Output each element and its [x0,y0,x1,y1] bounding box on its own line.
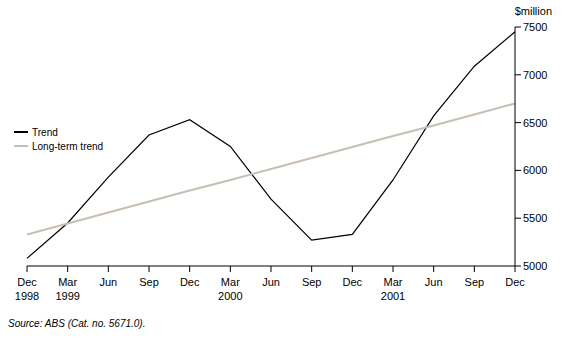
svg-text:Jun: Jun [262,276,280,288]
svg-text:1999: 1999 [55,290,79,302]
svg-text:6000: 6000 [523,164,547,176]
html-text:Source: ABS (Cat. no. 5671.0).: Source: ABS (Cat. no. 5671.0). [8,318,146,329]
svg-text:Dec: Dec [505,276,525,288]
svg-text:7000: 7000 [523,69,547,81]
svg-text:Mar: Mar [384,276,403,288]
svg-text:2001: 2001 [381,290,405,302]
html-text:Trend: Trend [32,126,58,138]
svg-text:Mar: Mar [58,276,77,288]
html-text:Long-term trend: Long-term trend [32,140,104,152]
svg-text:2000: 2000 [218,290,242,302]
svg-text:Jun: Jun [425,276,443,288]
svg-text:5000: 5000 [523,260,547,272]
html-text:$million: $million [514,5,552,17]
svg-text:1998: 1998 [15,290,39,302]
svg-text:Jun: Jun [99,276,117,288]
svg-text:Dec: Dec [180,276,200,288]
svg-text:7500: 7500 [523,21,547,33]
svg-text:Mar: Mar [221,276,240,288]
svg-text:Sep: Sep [139,276,159,288]
svg-text:Sep: Sep [302,276,322,288]
svg-text:Dec: Dec [343,276,363,288]
svg-text:5500: 5500 [523,212,547,224]
svg-text:Sep: Sep [465,276,485,288]
svg-text:Dec: Dec [17,276,37,288]
svg-text:6500: 6500 [523,117,547,129]
